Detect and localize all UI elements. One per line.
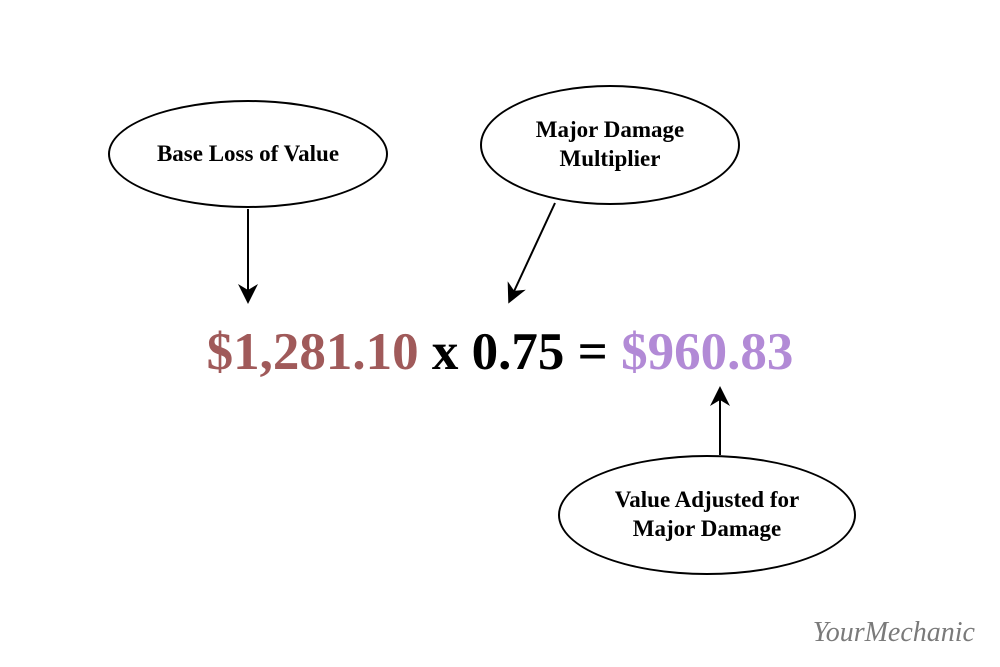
equation-base-loss: $1,281.10: [207, 323, 419, 381]
equation-multiplier: 0.75: [472, 323, 565, 381]
callout-base-loss: Base Loss of Value: [108, 100, 388, 208]
callout-multiplier-label: Major DamageMultiplier: [536, 116, 684, 174]
callout-result: Value Adjusted forMajor Damage: [558, 455, 856, 575]
callout-result-label: Value Adjusted forMajor Damage: [615, 486, 799, 544]
watermark: YourMechanic: [813, 617, 975, 649]
callout-base-loss-label: Base Loss of Value: [157, 140, 339, 169]
callout-multiplier: Major DamageMultiplier: [480, 85, 740, 205]
arrow-to-multiplier: [510, 203, 555, 300]
equation-equals: =: [578, 323, 621, 381]
equation-result: $960.83: [621, 323, 793, 381]
equation-times: x: [432, 323, 472, 381]
equation: $1,281.10 x 0.75 = $960.83: [0, 322, 1000, 382]
